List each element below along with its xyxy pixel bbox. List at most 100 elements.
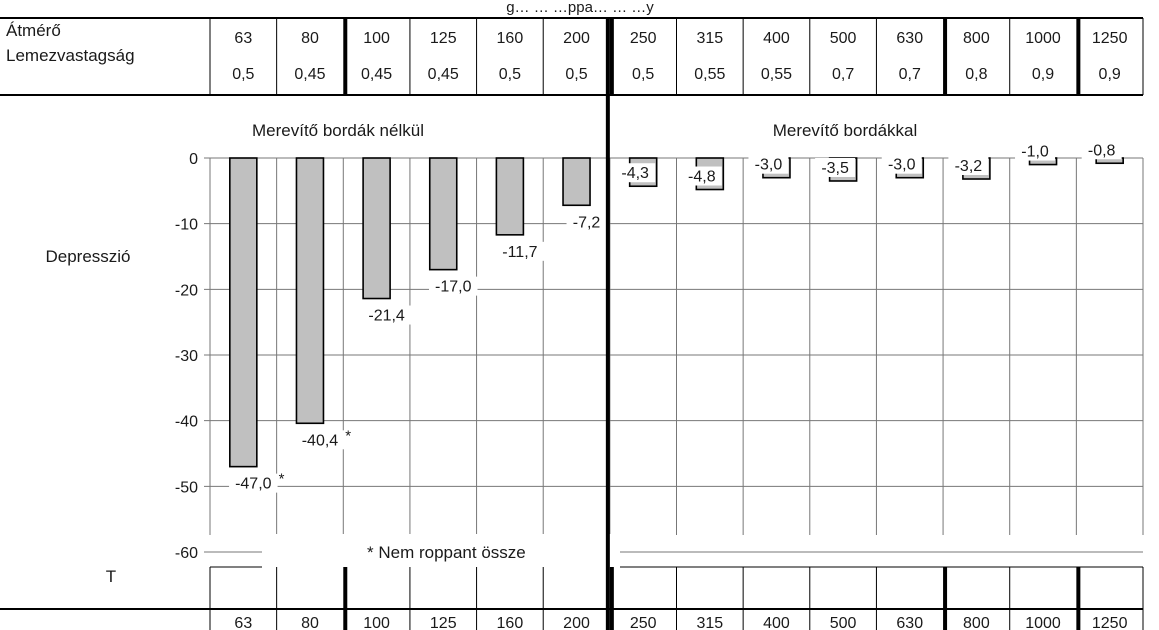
y-tick-label: -60 <box>175 545 198 562</box>
value-label-bg <box>881 154 922 174</box>
header-diameter-cell: 400 <box>763 30 790 47</box>
value-label-bg <box>1081 140 1122 160</box>
header-thickness-cell: 0,45 <box>361 66 392 83</box>
value-label-bg <box>566 212 607 232</box>
bottom-diameter-cell: 315 <box>696 615 723 630</box>
value-label-bg <box>495 241 545 261</box>
value-label: -4,3 <box>621 165 649 182</box>
header-diameter-cell: 80 <box>301 30 319 47</box>
header-diameter-cell: 315 <box>696 30 723 47</box>
y-tick-label: -50 <box>175 479 198 496</box>
header-thickness-cell: 0,9 <box>1032 66 1054 83</box>
bar-125 <box>428 157 458 271</box>
value-label: -3,5 <box>821 160 849 177</box>
bottom-diameter-cell: 500 <box>830 615 857 630</box>
not-collapsed-note: * Nem roppant össze <box>367 543 526 562</box>
header-thickness-cell: 0,45 <box>294 66 325 83</box>
not-collapsed-mark: * <box>345 427 351 444</box>
value-label-bg <box>948 156 989 176</box>
value-label: -40,4 <box>302 432 339 449</box>
bar-80 <box>295 157 325 425</box>
bottom-diameter-cell: 800 <box>963 615 990 630</box>
bottom-diameter-cell: 250 <box>630 615 657 630</box>
header-thickness-cell: 0,45 <box>428 66 459 83</box>
value-label-bg <box>615 163 656 183</box>
value-label: -17,0 <box>435 279 472 296</box>
bottom-diameter-cell: 400 <box>763 615 790 630</box>
header-diameter-cell: 500 <box>830 30 857 47</box>
value-label-bg <box>681 166 722 186</box>
not-collapsed-mark: * <box>279 471 285 488</box>
header-diameter-cell: 1000 <box>1025 30 1061 47</box>
header-thickness-cell: 0,9 <box>1099 66 1121 83</box>
header-thickness-cell: 0,5 <box>632 66 654 83</box>
section-label-without-ribs: Merevítő bordák nélkül <box>252 121 424 140</box>
y-tick-label: -20 <box>175 282 198 299</box>
section-label-with-ribs: Merevítő bordákkal <box>773 121 918 140</box>
value-label: -7,2 <box>573 214 601 231</box>
y-axis-title: Depresszió <box>45 247 130 266</box>
value-label-bg <box>815 157 856 177</box>
bar-160 <box>495 157 525 236</box>
value-label: -3,2 <box>955 158 983 175</box>
bar-200 <box>562 157 591 207</box>
value-label: -21,4 <box>368 308 405 325</box>
value-label: -3,0 <box>755 157 783 174</box>
bar-100 <box>362 157 391 300</box>
header-diameter-cell: 100 <box>363 30 390 47</box>
value-label-bg <box>229 473 278 493</box>
chart-title-partial: g… … …ppa… … …y <box>506 0 654 16</box>
bottom-left-label: T <box>106 567 116 586</box>
value-label: -11,7 <box>502 244 537 261</box>
value-label-bg <box>362 305 411 325</box>
value-label: -0,8 <box>1088 142 1116 159</box>
header-diameter-cell: 800 <box>963 30 990 47</box>
header-diameter-cell: 125 <box>430 30 457 47</box>
bottom-diameter-cell: 125 <box>430 615 457 630</box>
header-thickness-cell: 0,5 <box>499 66 521 83</box>
data-labels: -47,0 * -40,4 * -21,4 -17,0 -11,7 -7,2 -4,3 -4,8 -… <box>229 140 1122 493</box>
header-thickness-cell: 0,7 <box>899 66 921 83</box>
diameter-row-label: Átmérő <box>6 21 61 40</box>
value-label-bg <box>1015 141 1056 161</box>
value-label: -4,8 <box>688 169 716 186</box>
header-diameter-cell: 63 <box>234 30 252 47</box>
header-diameter-cell: 1250 <box>1092 30 1128 47</box>
value-label: -1,0 <box>1021 144 1049 161</box>
bottom-diameter-cell: 80 <box>301 615 319 630</box>
header-thickness-cell: 0,5 <box>565 66 587 83</box>
value-label-bg <box>748 154 789 174</box>
thickness-row-label: Lemezvastagság <box>6 46 135 65</box>
value-label-bg <box>295 430 345 450</box>
y-tick-label: -30 <box>175 348 198 365</box>
header-thickness-cell: 0,8 <box>965 66 987 83</box>
bar-63 <box>229 157 258 468</box>
header-thickness-cell: 0,7 <box>832 66 854 83</box>
y-tick-label: 0 <box>189 151 198 168</box>
header-table: Átmérő Lemezvastagság 63 0,5 80 0,45 100 0,45… <box>6 18 1128 95</box>
bottom-diameter-cell: 100 <box>363 615 390 630</box>
header-diameter-cell: 250 <box>630 30 657 47</box>
note-background <box>262 534 620 568</box>
y-tick-label: -10 <box>175 217 198 234</box>
bottom-diameter-cell: 63 <box>234 615 252 630</box>
header-thickness-cell: 0,55 <box>761 66 792 83</box>
bottom-diameter-cell: 160 <box>497 615 524 630</box>
header-diameter-cell: 160 <box>497 30 524 47</box>
header-thickness-cell: 0,55 <box>694 66 725 83</box>
header-diameter-cell: 630 <box>896 30 923 47</box>
y-axis-ticks: 0 -10 -20 -30 -40 -50 -60 <box>175 151 198 562</box>
chart-grid <box>204 157 1144 553</box>
bottom-diameter-row: 63 80 100 125 160 200 250 315 400 500 630 800 1000 12… <box>209 567 1144 630</box>
bottom-diameter-cell: 630 <box>896 615 923 630</box>
value-label-bg <box>429 276 478 296</box>
bottom-diameter-cell: 1000 <box>1025 615 1061 630</box>
header-thickness-cell: 0,5 <box>232 66 254 83</box>
value-label: -3,0 <box>888 157 916 174</box>
y-tick-label: -40 <box>175 414 198 431</box>
value-label: -47,0 <box>235 476 272 493</box>
bottom-diameter-cell: 200 <box>563 615 590 630</box>
bottom-diameter-cell: 1250 <box>1092 615 1128 630</box>
header-diameter-cell: 200 <box>563 30 590 47</box>
